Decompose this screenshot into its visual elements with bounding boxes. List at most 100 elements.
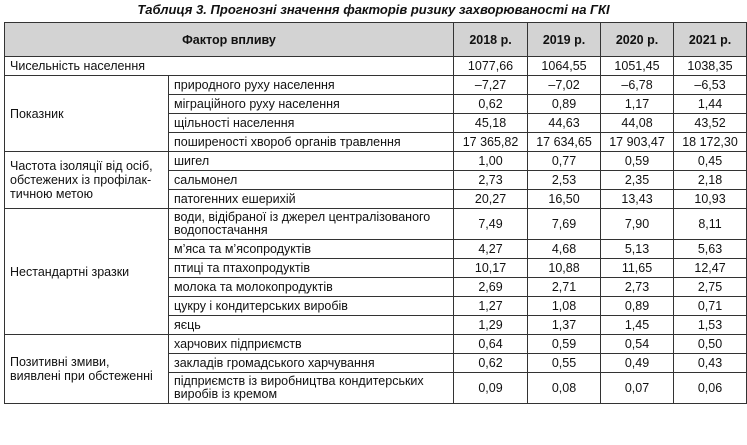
subfactor-label: сальмонел xyxy=(167,170,455,190)
value-cell: 8,11 xyxy=(673,208,747,240)
value-cell: 17 903,47 xyxy=(600,132,675,152)
subfactor-label: молока та молокопродуктів xyxy=(167,277,455,297)
subfactor-label: закладів громадського харчування xyxy=(167,353,455,373)
header-row: Фактор впливу 2018 р. 2019 р. 2020 р. 20… xyxy=(3,22,747,57)
value-cell: 2,53 xyxy=(527,170,602,190)
table-row: яєць 1,29 1,37 1,45 1,53 xyxy=(5,315,747,335)
value-cell: 12,47 xyxy=(673,258,747,278)
value-cell: 1,53 xyxy=(673,315,747,335)
value-cell: 16,50 xyxy=(527,189,602,209)
value-cell: 1064,55 xyxy=(527,56,602,76)
header-year: 2018 р. xyxy=(453,22,529,57)
value-cell: 1077,66 xyxy=(453,56,529,76)
value-cell: 2,73 xyxy=(600,277,675,297)
value-cell: 13,43 xyxy=(600,189,675,209)
subfactor-label: птиці та птахопродуктів xyxy=(167,258,455,278)
table-row: міграційного руху населення 0,62 0,89 1,… xyxy=(5,94,747,114)
value-cell: 17 634,65 xyxy=(527,132,602,152)
value-cell: –6,53 xyxy=(673,75,747,95)
value-cell: 1051,45 xyxy=(600,56,675,76)
value-cell: 0,59 xyxy=(527,334,602,354)
value-cell: 7,49 xyxy=(453,208,529,240)
value-cell: 1,17 xyxy=(600,94,675,114)
subfactor-label: яєць xyxy=(167,315,455,335)
value-cell: 2,69 xyxy=(453,277,529,297)
value-cell: 1,44 xyxy=(673,94,747,114)
value-cell: –6,78 xyxy=(600,75,675,95)
value-cell: 10,88 xyxy=(527,258,602,278)
table-row: молока та молокопродуктів 2,69 2,71 2,73… xyxy=(5,277,747,297)
table-row: Частота ізоляції від осіб, обстежених із… xyxy=(4,151,747,209)
value-cell: 1038,35 xyxy=(673,56,747,76)
value-cell: –7,27 xyxy=(453,75,529,95)
value-cell: 5,63 xyxy=(673,239,747,259)
value-cell: 1,27 xyxy=(453,296,529,316)
value-cell: 0,08 xyxy=(527,372,602,404)
value-cell: 0,07 xyxy=(600,372,675,404)
group-label: Показник xyxy=(4,75,169,152)
value-cell: –7,02 xyxy=(527,75,602,95)
value-cell: 44,63 xyxy=(527,113,602,133)
value-cell: 0,77 xyxy=(527,151,602,171)
subfactor-label: шигел xyxy=(167,151,455,171)
value-cell: 43,52 xyxy=(673,113,747,133)
subfactor-label: харчових підприємств xyxy=(167,334,455,354)
table-row: патогенних ешерихій 20,27 16,50 13,43 10… xyxy=(5,189,747,209)
subfactor-label: патогенних ешерихій xyxy=(167,189,455,209)
value-cell: 10,93 xyxy=(673,189,747,209)
value-cell: 7,69 xyxy=(527,208,602,240)
table-row: сальмонел 2,73 2,53 2,35 2,18 xyxy=(5,170,747,190)
subfactor-label: підприємств із виробництва кондитерських… xyxy=(167,372,455,404)
value-cell: 0,49 xyxy=(600,353,675,373)
value-cell: 2,75 xyxy=(673,277,747,297)
value-cell: 2,18 xyxy=(673,170,747,190)
table-row: підприємств із виробництва кондитерських… xyxy=(5,372,747,404)
header-year: 2019 р. xyxy=(527,22,602,57)
table-caption: Таблиця 3. Прогнозні значення факторів р… xyxy=(137,2,610,17)
group-label: Частота ізоляції від осіб, обстежених із… xyxy=(4,151,169,209)
forecast-table: Фактор впливу 2018 р. 2019 р. 2020 р. 20… xyxy=(3,22,747,404)
value-cell: 1,29 xyxy=(453,315,529,335)
value-cell: 5,13 xyxy=(600,239,675,259)
value-cell: 2,71 xyxy=(527,277,602,297)
value-cell: 10,17 xyxy=(453,258,529,278)
value-cell: 0,09 xyxy=(453,372,529,404)
value-cell: 0,45 xyxy=(673,151,747,171)
value-cell: 0,59 xyxy=(600,151,675,171)
value-cell: 20,27 xyxy=(453,189,529,209)
subfactor-label: щільності населення xyxy=(167,113,455,133)
subfactor-label: цукру і кондитерських виробів xyxy=(167,296,455,316)
value-cell: 0,89 xyxy=(527,94,602,114)
value-cell: 44,08 xyxy=(600,113,675,133)
value-cell: 0,06 xyxy=(673,372,747,404)
group-label: Позитивні змиви, виявлені при обстеженні xyxy=(4,334,169,404)
value-cell: 2,35 xyxy=(600,170,675,190)
table-row: Показник природного руху населення –7,27… xyxy=(4,75,747,152)
population-row: Чисельність населення 1077,66 1064,55 10… xyxy=(3,56,747,76)
subfactor-label: міграційного руху населення xyxy=(167,94,455,114)
value-cell: 4,68 xyxy=(527,239,602,259)
value-cell: 0,50 xyxy=(673,334,747,354)
value-cell: 0,89 xyxy=(600,296,675,316)
value-cell: 0,71 xyxy=(673,296,747,316)
subfactor-label: м’яса та м’ясопродуктів xyxy=(167,239,455,259)
value-cell: 0,64 xyxy=(453,334,529,354)
value-cell: 11,65 xyxy=(600,258,675,278)
value-cell: 1,00 xyxy=(453,151,529,171)
value-cell: 0,54 xyxy=(600,334,675,354)
value-cell: 0,62 xyxy=(453,353,529,373)
table-row: Нестандартні зразки води, відібраної із … xyxy=(4,208,747,335)
table-row: м’яса та м’ясопродуктів 4,27 4,68 5,13 5… xyxy=(5,239,747,259)
value-cell: 0,43 xyxy=(673,353,747,373)
value-cell: 1,45 xyxy=(600,315,675,335)
value-cell: 17 365,82 xyxy=(453,132,529,152)
population-label: Чисельність населення xyxy=(3,56,455,76)
header-year: 2021 р. xyxy=(673,22,747,57)
subfactor-label: води, відібраної із джерел централізован… xyxy=(167,208,455,240)
value-cell: 1,08 xyxy=(527,296,602,316)
value-cell: 2,73 xyxy=(453,170,529,190)
value-cell: 45,18 xyxy=(453,113,529,133)
value-cell: 0,55 xyxy=(527,353,602,373)
value-cell: 7,90 xyxy=(600,208,675,240)
subfactor-label: поширеності хвороб органів травлення xyxy=(167,132,455,152)
